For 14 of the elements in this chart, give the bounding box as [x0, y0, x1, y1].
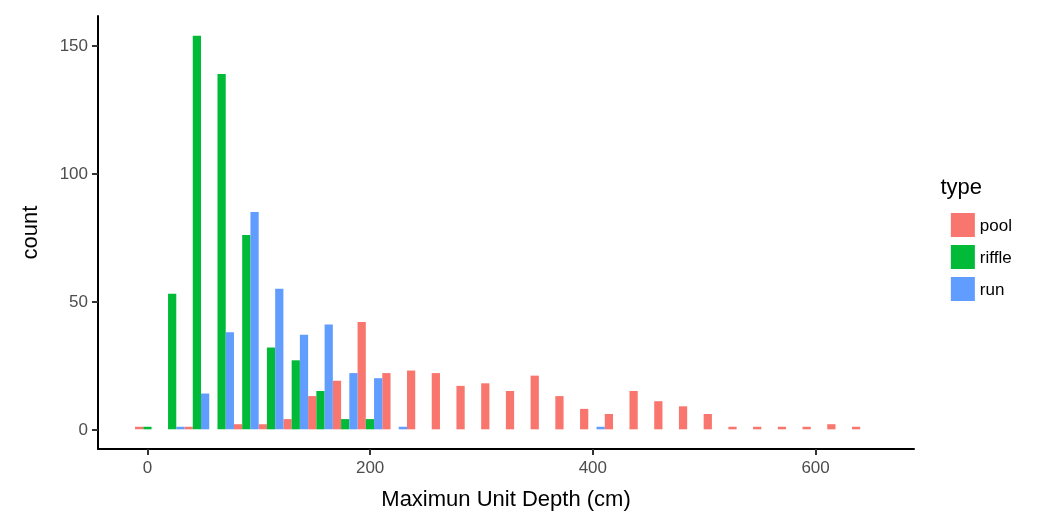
y-tick-label: 100 [59, 164, 88, 184]
y-axis-title: count [16, 205, 42, 260]
legend-label: pool [979, 215, 1012, 235]
y-tick-label: 0 [78, 419, 88, 439]
x-tick-label: 400 [578, 458, 608, 477]
x-axis-title: Maximun Unit Depth (cm) [381, 485, 631, 511]
legend-label: riffle [979, 247, 1012, 267]
x-tick-label: 600 [801, 458, 830, 477]
legend-title: type [940, 173, 983, 199]
y-tick-label: 50 [69, 292, 88, 312]
x-tick-label: 200 [355, 458, 385, 477]
y-tick-label: 150 [59, 36, 88, 56]
x-tick-label: 0 [142, 458, 153, 477]
legend-label: run [979, 279, 1005, 299]
